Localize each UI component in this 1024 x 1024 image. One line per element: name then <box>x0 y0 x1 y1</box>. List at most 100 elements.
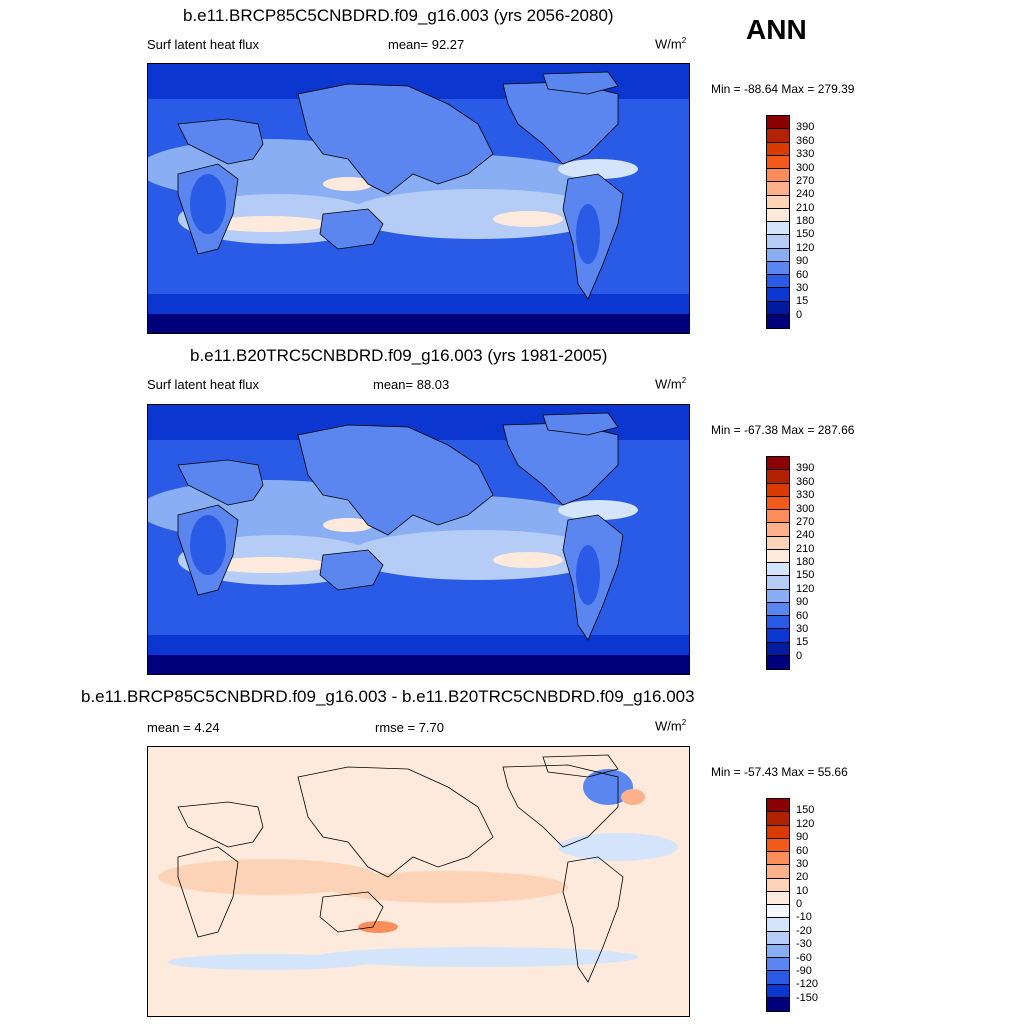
colorbar-tick-label: 330 <box>796 489 815 502</box>
colorbar-tick-label: 300 <box>796 502 815 515</box>
colorbar-swatch <box>767 483 789 497</box>
colorbar-swatch <box>767 523 789 537</box>
colorbar-swatch <box>767 142 789 156</box>
colorbar-tick-label: -120 <box>796 978 819 991</box>
colorbar-swatch <box>767 235 789 249</box>
colorbar-swatch <box>767 799 789 813</box>
colorbar-tick-label: 210 <box>796 542 815 555</box>
mean-label: mean= 88.03 <box>373 377 450 392</box>
colorbar-tick-label: -60 <box>796 951 812 964</box>
colorbar-swatch <box>767 222 789 236</box>
colorbar-tick-label: -30 <box>796 938 812 951</box>
colorbar-tick-label: 270 <box>796 515 815 528</box>
colorbar-tick-label: 180 <box>796 556 815 568</box>
colorbar-swatch <box>767 825 789 839</box>
colorbar-tick-label: 360 <box>796 134 815 147</box>
colorbar-swatch <box>767 563 789 577</box>
colorbar-swatch <box>767 195 789 209</box>
colorbar-swatch <box>767 510 789 524</box>
colorbar-tick-label: 240 <box>796 529 815 542</box>
min-max-label: Min = -88.64 Max = 279.39 <box>711 82 855 96</box>
panel-title: b.e11.BRCP85C5CNBDRD.f09_g16.003 - b.e11… <box>81 687 695 706</box>
colorbar-tick-label: 120 <box>796 582 815 595</box>
colorbar-tick-label: 150 <box>796 569 815 582</box>
colorbar-tick-label: 150 <box>796 804 815 817</box>
colorbar-swatch <box>767 536 789 550</box>
colorbar-swatch <box>767 155 789 169</box>
colorbar-tick-label: 30 <box>796 281 809 294</box>
colorbar-swatch <box>767 642 789 656</box>
colorbar-swatch <box>767 457 789 471</box>
colorbar-swatch <box>767 812 789 826</box>
colorbar-tick-label: 60 <box>796 268 809 281</box>
colorbar-tick-label: 15 <box>796 295 809 308</box>
colorbar-swatch <box>767 918 789 932</box>
colorbar-swatch <box>767 288 789 302</box>
colorbar-swatch <box>767 116 789 130</box>
map-difference <box>147 746 690 1017</box>
colorbar-tick-label: 0 <box>796 308 803 321</box>
colorbar-swatch <box>767 470 789 484</box>
colorbar-tick-label: 120 <box>796 241 815 254</box>
colorbar-historical <box>766 456 790 670</box>
colorbar-tick-label: 60 <box>796 844 809 857</box>
colorbar-swatch <box>767 576 789 590</box>
colorbar-tick-label: 90 <box>796 596 809 609</box>
colorbar-swatch <box>767 314 789 328</box>
colorbar-tick-label: 390 <box>796 121 815 134</box>
colorbar-tick-label: 30 <box>796 857 809 870</box>
colorbar-tick-label: 30 <box>796 622 809 635</box>
colorbar-swatch <box>767 931 789 945</box>
colorbar-swatch <box>767 301 789 315</box>
colorbar-swatch <box>767 997 789 1011</box>
colorbar-swatch <box>767 865 789 879</box>
colorbar-tick-label: 90 <box>796 255 809 268</box>
colorbar-future <box>766 115 790 329</box>
min-max-label: Min = -67.38 Max = 287.66 <box>711 423 855 437</box>
mean-label: mean= 92.27 <box>388 37 465 52</box>
variable-label: Surf latent heat flux <box>147 377 260 392</box>
colorbar-swatch <box>767 616 789 630</box>
colorbar-tick-label: 0 <box>796 898 803 910</box>
colorbar-swatch <box>767 549 789 563</box>
colorbar-tick-label: 300 <box>796 161 815 174</box>
map-future <box>147 63 690 334</box>
colorbar-tick-label: 180 <box>796 215 815 227</box>
colorbar-swatch <box>767 944 789 958</box>
colorbar-tick-label: 60 <box>796 609 809 622</box>
colorbar-difference <box>766 798 790 1012</box>
colorbar-swatch <box>767 984 789 998</box>
colorbar-tick-label: -10 <box>796 911 812 924</box>
colorbar-swatch <box>767 129 789 143</box>
colorbar-tick-label: 390 <box>796 462 815 475</box>
colorbar-swatch <box>767 248 789 262</box>
colorbar-swatch <box>767 208 789 222</box>
colorbar-swatch <box>767 275 789 289</box>
units-label: W/m2 <box>655 376 687 392</box>
mean-label: mean = 4.24 <box>147 720 220 735</box>
units-label: W/m2 <box>655 36 687 52</box>
panel-title: b.e11.BRCP85C5CNBDRD.f09_g16.003 (yrs 20… <box>183 6 614 25</box>
colorbar-swatch <box>767 261 789 275</box>
colorbar-swatch <box>767 182 789 196</box>
colorbar-swatch <box>767 169 789 183</box>
units-label: W/m2 <box>655 718 687 734</box>
colorbar-swatch <box>767 878 789 892</box>
min-max-label: Min = -57.43 Max = 55.66 <box>711 765 848 779</box>
colorbar-swatch <box>767 852 789 866</box>
colorbar-tick-label: 210 <box>796 201 815 214</box>
colorbar-tick-label: 90 <box>796 831 809 844</box>
colorbar-tick-label: -20 <box>796 924 812 937</box>
colorbar-tick-label: 240 <box>796 188 815 201</box>
colorbar-swatch <box>767 971 789 985</box>
colorbar-swatch <box>767 629 789 643</box>
map-historical <box>147 404 690 675</box>
colorbar-swatch <box>767 891 789 905</box>
colorbar-tick-label: 270 <box>796 174 815 187</box>
colorbar-tick-label: 0 <box>796 649 803 662</box>
colorbar-tick-label: 120 <box>796 817 815 830</box>
panel-title: b.e11.B20TRC5CNBDRD.f09_g16.003 (yrs 198… <box>190 346 608 365</box>
colorbar-swatch <box>767 905 789 919</box>
season-label: ANN <box>746 14 807 45</box>
colorbar-tick-label: 20 <box>796 871 809 884</box>
